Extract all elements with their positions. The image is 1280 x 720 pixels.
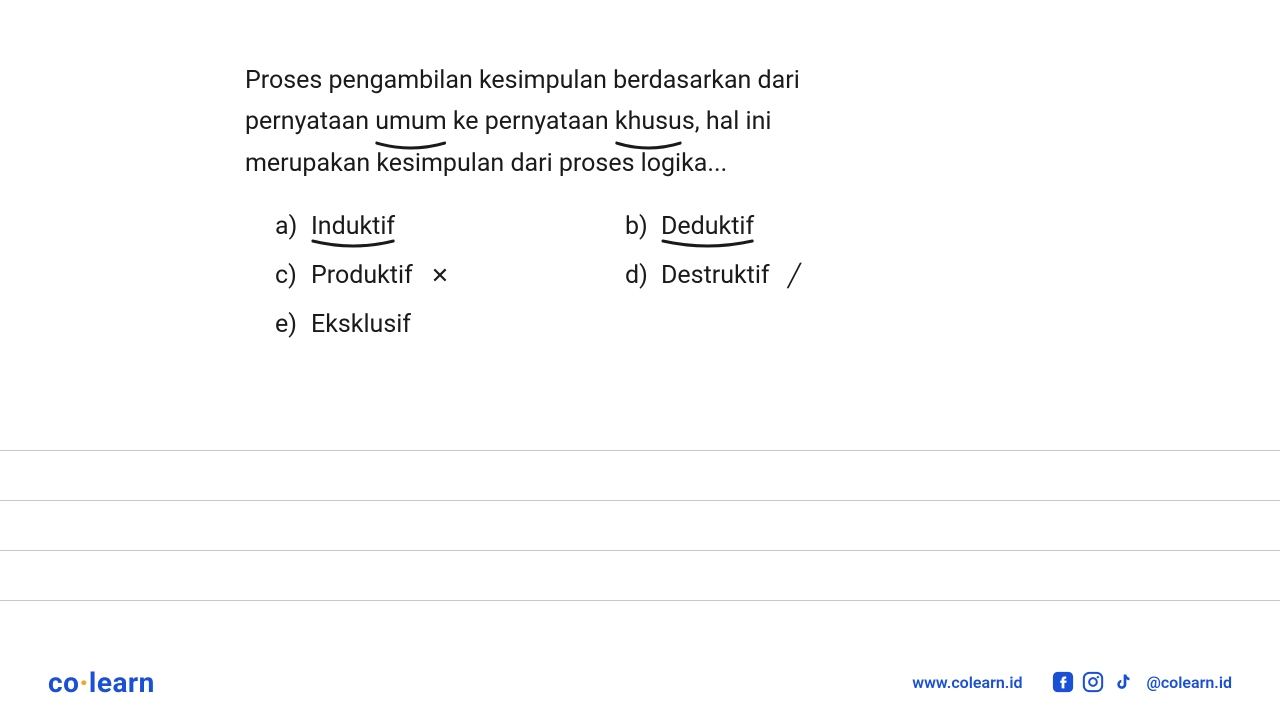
underline-stroke-icon	[375, 141, 446, 151]
underlined-khusus: khusu	[615, 101, 682, 142]
logo-dot: ·	[79, 666, 89, 699]
question-text: Proses pengambilan kesimpulan berdasarka…	[245, 60, 1035, 184]
slash-mark-icon: ╱	[788, 264, 801, 289]
option-a-label: a)	[275, 212, 301, 241]
options-grid: a) Induktif b) Deduktif c) Produktif ✕ d…	[245, 212, 1035, 339]
underline-stroke-icon	[615, 141, 682, 151]
facebook-icon[interactable]	[1052, 671, 1074, 693]
question-block: Proses pengambilan kesimpulan berdasarka…	[245, 60, 1035, 339]
question-line3: merupakan kesimpulan dari proses logika.…	[245, 149, 727, 178]
underline-stroke-icon	[311, 239, 395, 249]
ruled-line	[0, 600, 1280, 601]
option-d-label: d)	[625, 261, 651, 290]
cross-mark-icon: ✕	[431, 264, 449, 289]
ruled-line	[0, 550, 1280, 551]
question-line2-post: s, hal ini	[682, 107, 772, 136]
underlined-umum: umum	[375, 101, 446, 142]
logo-co: co	[48, 666, 79, 699]
option-e: e) Eksklusif	[275, 310, 975, 339]
footer-right: www.colearn.id @colearn.id	[912, 671, 1232, 693]
website-link[interactable]: www.colearn.id	[912, 673, 1022, 692]
option-c: c) Produktif ✕	[275, 261, 625, 290]
underline-stroke-icon	[661, 239, 754, 249]
ruled-lines	[0, 450, 1280, 650]
option-e-text: Eksklusif	[311, 310, 411, 339]
option-d: d) Destruktif ╱	[625, 261, 975, 290]
option-c-label: c)	[275, 261, 301, 290]
option-d-text: Destruktif	[661, 261, 770, 290]
ruled-line	[0, 450, 1280, 451]
question-line2-pre: pernyataan	[245, 107, 375, 136]
question-line2-mid: ke pernyataan	[447, 107, 615, 136]
option-e-label: e)	[275, 310, 301, 339]
option-b-label: b)	[625, 212, 651, 241]
option-c-text: Produktif	[311, 261, 413, 290]
ruled-line	[0, 500, 1280, 501]
question-line1: Proses pengambilan kesimpulan berdasarka…	[245, 66, 800, 95]
tiktok-icon[interactable]	[1112, 671, 1134, 693]
option-b: b) Deduktif	[625, 212, 975, 241]
instagram-icon[interactable]	[1082, 671, 1104, 693]
option-a-text: Induktif	[311, 212, 395, 241]
social-handle: @colearn.id	[1146, 673, 1232, 692]
footer: co·learn www.colearn.id @colearn.id	[0, 662, 1280, 702]
option-a: a) Induktif	[275, 212, 625, 241]
logo-learn: learn	[89, 666, 155, 699]
colearn-logo: co·learn	[48, 666, 155, 699]
option-b-text: Deduktif	[661, 212, 754, 241]
social-icons: @colearn.id	[1052, 671, 1232, 693]
